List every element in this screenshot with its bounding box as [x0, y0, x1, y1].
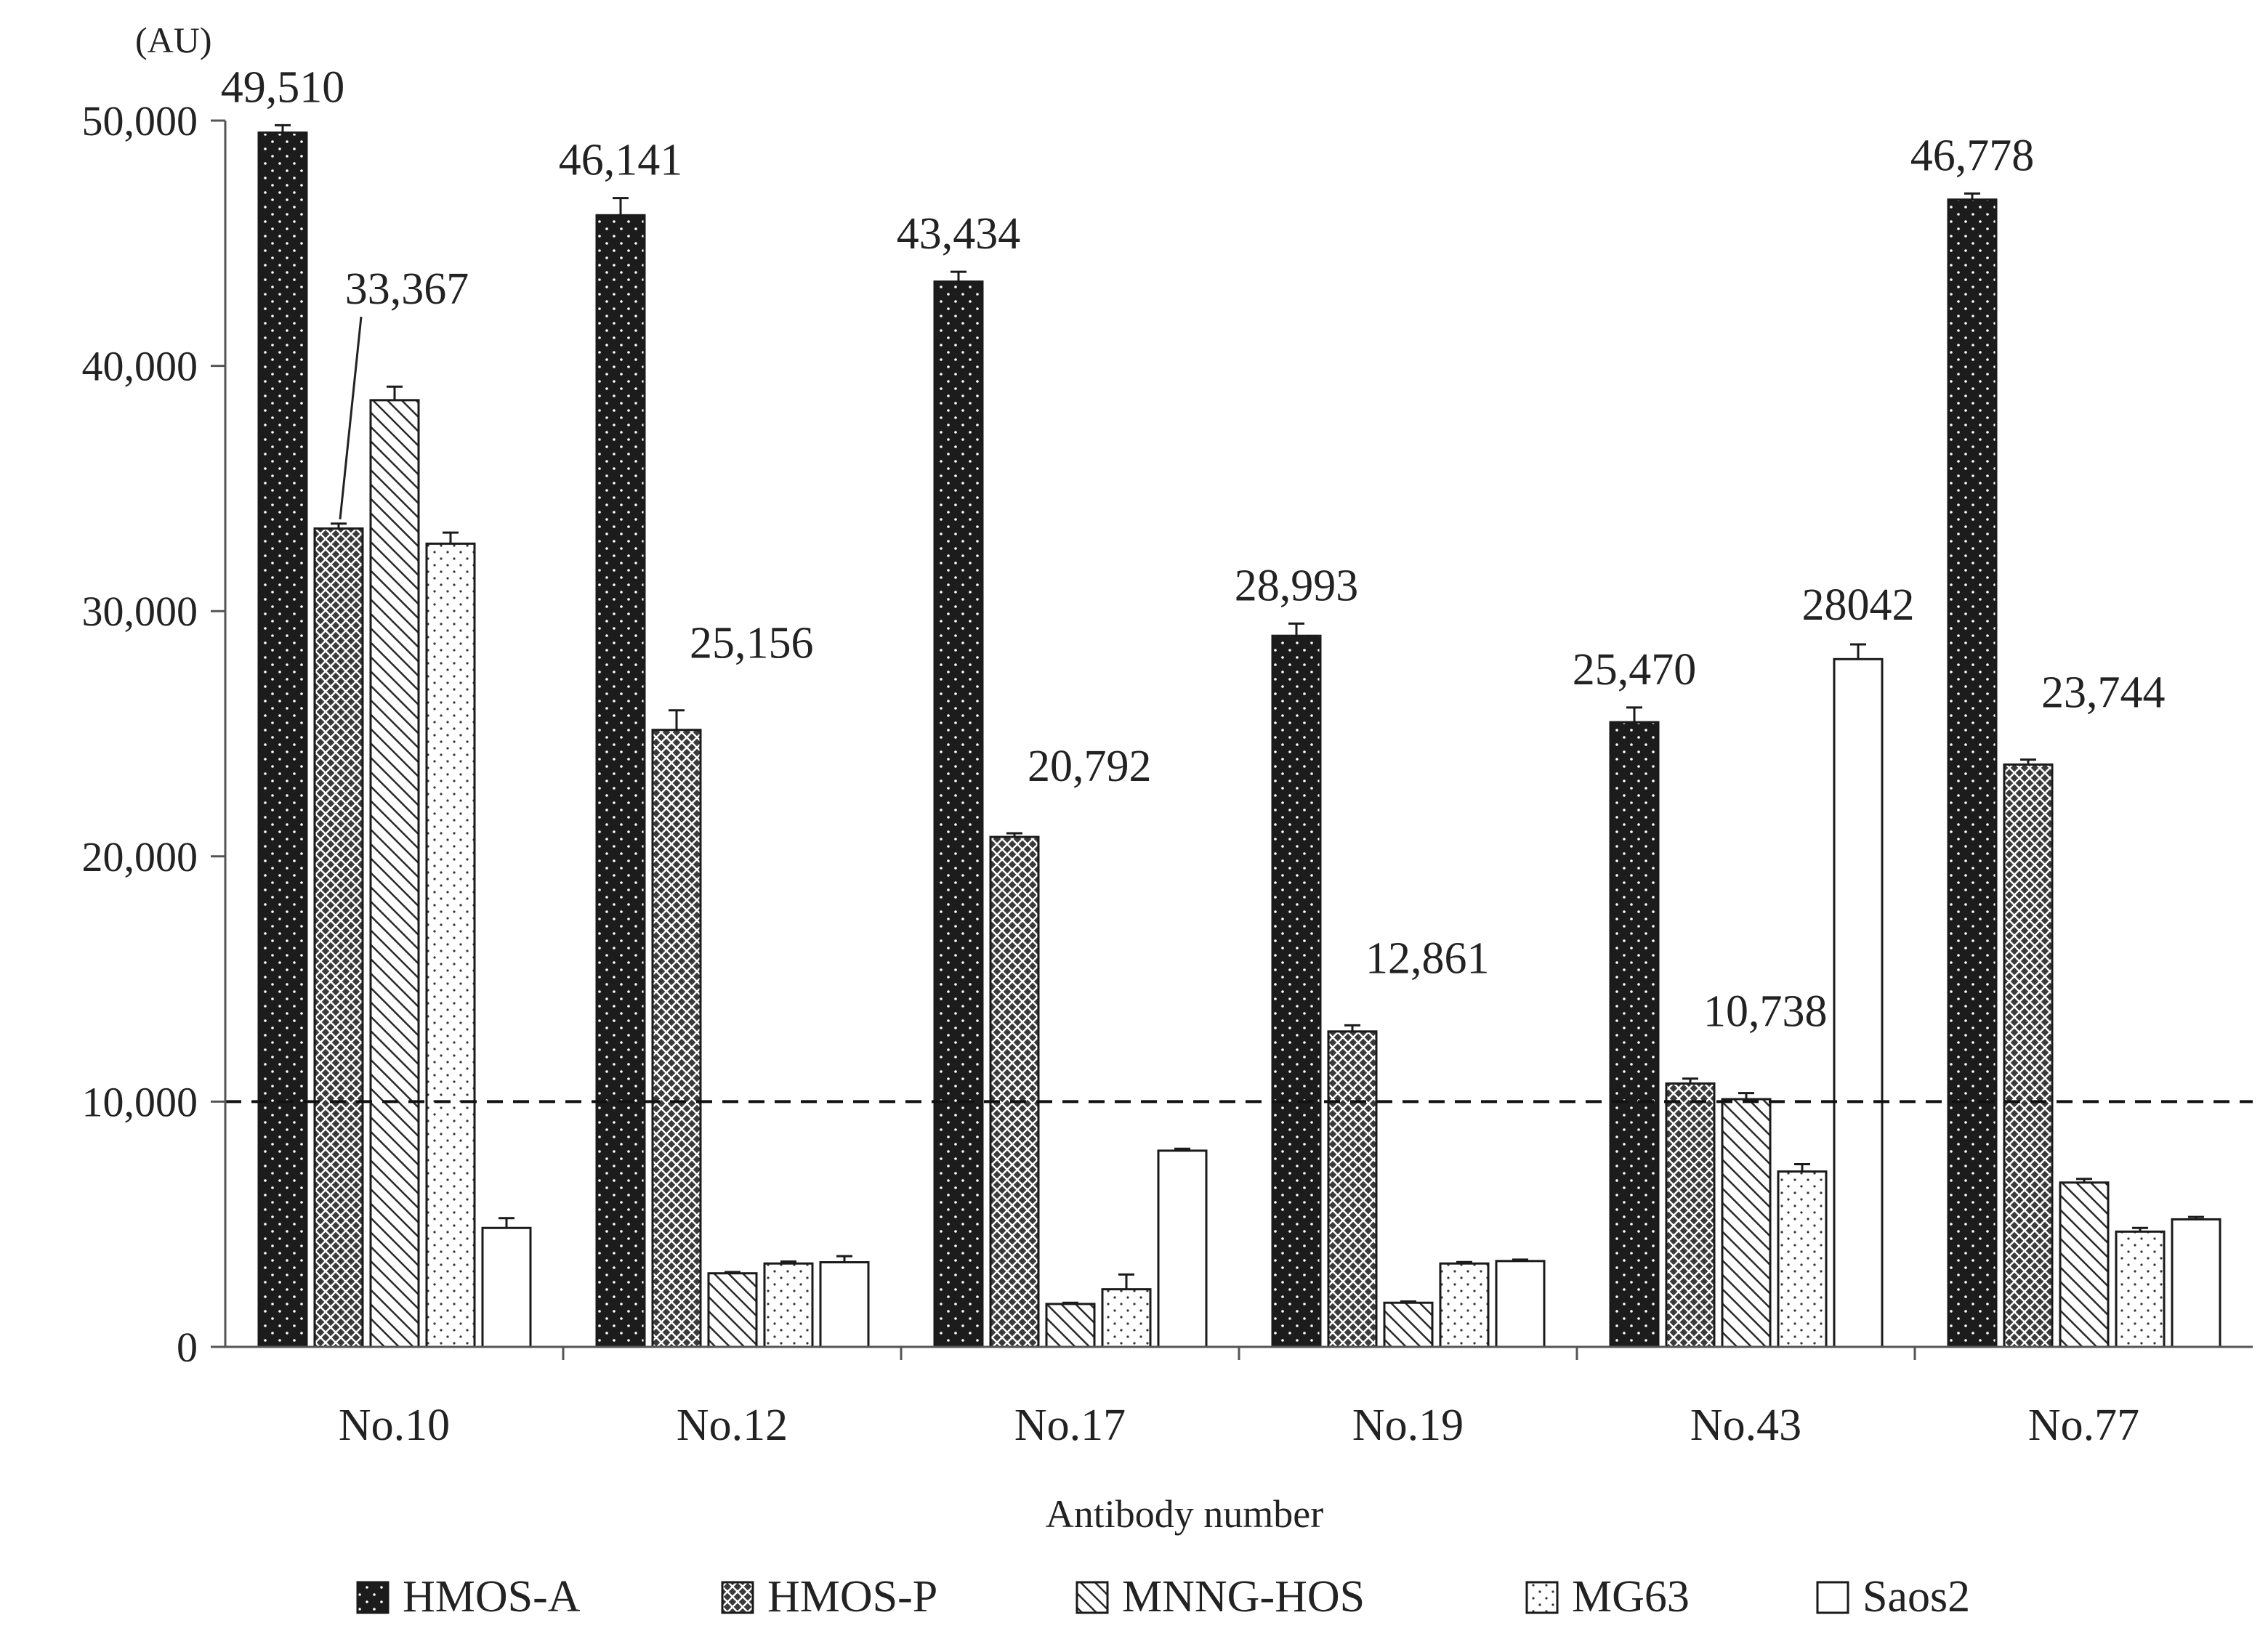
- y-tick-label-40000: 40,000: [82, 343, 198, 390]
- bar-no-43-mg63: [1777, 1170, 1828, 1348]
- category-label-no-19: No.19: [1352, 1401, 1464, 1450]
- bar-no-10-hmos-a: [257, 131, 308, 1348]
- legend-swatch-saos2: [1816, 1581, 1849, 1614]
- legend-label-hmos-p: HMOS-P: [767, 1572, 937, 1621]
- bar-no-77-hmos-a: [1947, 198, 1998, 1348]
- bar-no-17-mnng-hos: [1045, 1303, 1096, 1348]
- y-axis-unit-label: (AU): [135, 20, 212, 60]
- y-tick-label-20000: 20,000: [82, 833, 198, 880]
- category-label-no-77: No.77: [2028, 1401, 2139, 1450]
- bar-no-19-mnng-hos: [1383, 1301, 1434, 1348]
- category-label-no-10: No.10: [339, 1401, 450, 1450]
- legend-label-mnng-hos: MNNG-HOS: [1122, 1572, 1365, 1621]
- bar-no-10-hmos-p: [313, 527, 364, 1348]
- legend: HMOS-A HMOS-P MNNG-HOS MG63 Saos2: [356, 1572, 1970, 1621]
- bar-no-19-hmos-p: [1327, 1030, 1378, 1348]
- legend-label-hmos-a: HMOS-A: [403, 1572, 581, 1621]
- data-label-no-10-hmos-a: 49,510: [221, 62, 345, 112]
- category-label-no-12: No.12: [677, 1401, 788, 1450]
- bar-no-43-mnng-hos: [1721, 1098, 1772, 1348]
- data-label-no-19-hmos-p: 12,861: [1365, 934, 1490, 983]
- legend-label-saos2: Saos2: [1863, 1572, 1970, 1621]
- legend-swatch-hmos-a: [356, 1581, 390, 1614]
- data-label-no-43-saos2: 28042: [1802, 580, 1915, 630]
- bar-no-43-hmos-p: [1665, 1082, 1716, 1348]
- bar-no-10-mg63: [425, 542, 476, 1348]
- bar-no-77-mg63: [2115, 1230, 2166, 1348]
- bar-no-17-mg63: [1101, 1288, 1152, 1348]
- data-label-no-10-hmos-p: 33,367: [345, 264, 469, 314]
- y-tick-label-50000: 50,000: [82, 97, 198, 145]
- bar-no-77-mnng-hos: [2059, 1181, 2110, 1348]
- data-label-no-12-hmos-a: 46,141: [559, 136, 683, 185]
- bar-no-12-hmos-p: [651, 729, 702, 1348]
- legend-swatch-mnng-hos: [1075, 1581, 1109, 1614]
- category-labels: No.10 No.12 No.17 No.19 No.43 No.77: [339, 1401, 2139, 1450]
- data-labels-group: 49,510 33,367 46,141 25,156 43,434 20,792 28,9…: [221, 62, 2166, 1036]
- data-label-no-19-hmos-a: 28,993: [1235, 561, 1359, 610]
- bar-no-12-saos2: [819, 1261, 870, 1348]
- bars-group: [257, 124, 2221, 1348]
- data-label-no-43-hmos-a: 25,470: [1573, 645, 1697, 695]
- data-label-no-12-hmos-p: 25,156: [690, 619, 814, 668]
- y-tick-label-10000: 10,000: [82, 1078, 198, 1125]
- bar-no-10-saos2: [481, 1226, 532, 1348]
- axes-group: [224, 121, 2253, 1360]
- category-label-no-17: No.17: [1014, 1401, 1126, 1450]
- bar-no-43-hmos-a: [1609, 721, 1660, 1348]
- data-label-no-43-hmos-p: 10,738: [1703, 987, 1828, 1037]
- bar-no-19-hmos-a: [1271, 634, 1322, 1348]
- y-tick-label-0: 0: [177, 1324, 198, 1371]
- bar-no-19-saos2: [1495, 1260, 1546, 1348]
- data-label-no-17-hmos-p: 20,792: [1028, 742, 1152, 791]
- bar-no-10-mnng-hos: [369, 399, 420, 1348]
- category-label-no-43: No.43: [1690, 1401, 1801, 1450]
- bar-no-17-saos2: [1157, 1149, 1208, 1348]
- bar-no-12-mnng-hos: [707, 1272, 758, 1348]
- bar-no-19-mg63: [1439, 1262, 1490, 1348]
- data-label-no-17-hmos-a: 43,434: [897, 209, 1021, 259]
- bar-no-12-mg63: [763, 1262, 814, 1348]
- legend-swatch-hmos-p: [721, 1581, 754, 1614]
- bar-no-77-hmos-p: [2003, 763, 2054, 1348]
- x-axis-label: Antibody number: [1046, 1492, 1323, 1536]
- data-label-no-77-hmos-a: 46,778: [1910, 131, 2035, 180]
- bar-no-17-hmos-p: [989, 835, 1040, 1348]
- y-axis: 0 10,000 20,000 30,000 40,000 50,000: [82, 97, 225, 1371]
- y-tick-label-30000: 30,000: [82, 588, 198, 635]
- bar-no-17-hmos-a: [933, 280, 984, 1348]
- data-label-no-77-hmos-p: 23,744: [2041, 668, 2166, 718]
- legend-swatch-mg63: [1525, 1581, 1559, 1614]
- bar-no-77-saos2: [2171, 1218, 2221, 1348]
- leader-line-no-10-hmos-p: [339, 316, 363, 519]
- bar-no-43-saos2: [1833, 657, 1884, 1348]
- bar-no-12-hmos-a: [595, 214, 646, 1348]
- legend-label-mg63: MG63: [1572, 1572, 1690, 1621]
